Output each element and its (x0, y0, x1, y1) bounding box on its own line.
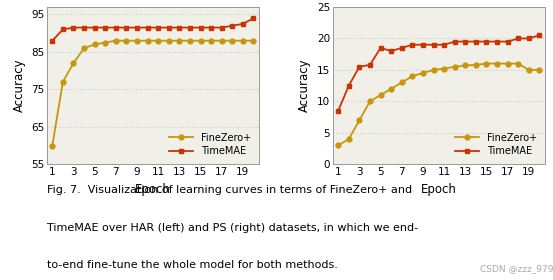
TimeMAE (409, 43, 416, 46)
Legend: FineZero+, TimeMAE: FineZero+, TimeMAE (166, 130, 254, 159)
TimeMAE (377, 46, 384, 50)
FineZero+ (218, 39, 225, 42)
FineZero+ (134, 39, 140, 42)
FineZero+ (536, 68, 542, 72)
FineZero+ (155, 39, 161, 42)
TimeMAE (208, 26, 215, 29)
FineZero+ (102, 41, 108, 44)
TimeMAE (218, 26, 225, 29)
TimeMAE (81, 26, 87, 29)
Line: FineZero+: FineZero+ (336, 61, 542, 148)
FineZero+ (60, 80, 66, 83)
TimeMAE (473, 40, 479, 43)
FineZero+ (494, 62, 500, 65)
TimeMAE (123, 26, 130, 29)
TimeMAE (356, 65, 363, 68)
TimeMAE (494, 40, 500, 43)
TimeMAE (229, 24, 236, 27)
Line: TimeMAE: TimeMAE (50, 16, 256, 43)
TimeMAE (250, 17, 257, 20)
TimeMAE (483, 40, 490, 43)
FineZero+ (356, 118, 363, 122)
X-axis label: Epoch: Epoch (135, 183, 171, 195)
TimeMAE (49, 39, 56, 42)
FineZero+ (377, 93, 384, 97)
TimeMAE (187, 26, 194, 29)
TimeMAE (515, 37, 521, 40)
FineZero+ (187, 39, 194, 42)
FineZero+ (229, 39, 236, 42)
TimeMAE (112, 26, 119, 29)
TimeMAE (239, 22, 246, 25)
FineZero+ (346, 137, 352, 141)
TimeMAE (441, 43, 447, 46)
FineZero+ (112, 39, 119, 42)
FineZero+ (398, 81, 405, 84)
TimeMAE (346, 84, 352, 87)
TimeMAE (420, 43, 426, 46)
FineZero+ (420, 71, 426, 75)
FineZero+ (462, 64, 468, 67)
FineZero+ (525, 68, 532, 72)
TimeMAE (155, 26, 161, 29)
FineZero+ (409, 74, 416, 78)
FineZero+ (483, 62, 490, 65)
FineZero+ (335, 144, 342, 147)
FineZero+ (250, 39, 257, 42)
FineZero+ (49, 144, 56, 147)
FineZero+ (144, 39, 151, 42)
FineZero+ (388, 87, 394, 90)
FineZero+ (430, 68, 437, 72)
TimeMAE (504, 40, 511, 43)
FineZero+ (123, 39, 130, 42)
TimeMAE (60, 28, 66, 31)
X-axis label: Epoch: Epoch (421, 183, 457, 195)
TimeMAE (165, 26, 172, 29)
TimeMAE (525, 37, 532, 40)
TimeMAE (197, 26, 204, 29)
TimeMAE (102, 26, 108, 29)
FineZero+ (70, 62, 77, 65)
FineZero+ (91, 43, 98, 46)
FineZero+ (441, 67, 447, 70)
Y-axis label: Accuracy: Accuracy (12, 59, 25, 113)
TimeMAE (462, 40, 468, 43)
Legend: FineZero+, TimeMAE: FineZero+, TimeMAE (452, 130, 540, 159)
FineZero+ (515, 62, 521, 65)
TimeMAE (91, 26, 98, 29)
Line: FineZero+: FineZero+ (50, 38, 256, 148)
TimeMAE (176, 26, 182, 29)
TimeMAE (451, 40, 458, 43)
Y-axis label: Accuracy: Accuracy (298, 59, 311, 113)
FineZero+ (197, 39, 204, 42)
TimeMAE (388, 49, 394, 53)
FineZero+ (367, 100, 373, 103)
TimeMAE (134, 26, 140, 29)
TimeMAE (144, 26, 151, 29)
TimeMAE (430, 43, 437, 46)
FineZero+ (81, 46, 87, 50)
FineZero+ (208, 39, 215, 42)
Text: CSDN @zzz_979: CSDN @zzz_979 (480, 265, 553, 274)
Line: TimeMAE: TimeMAE (336, 33, 542, 113)
TimeMAE (70, 26, 77, 29)
FineZero+ (239, 39, 246, 42)
FineZero+ (473, 63, 479, 67)
TimeMAE (335, 109, 342, 113)
TimeMAE (367, 63, 373, 67)
FineZero+ (165, 39, 172, 42)
Text: to-end fine-tune the whole model for both methods.: to-end fine-tune the whole model for bot… (47, 260, 338, 270)
Text: TimeMAE over HAR (left) and PS (right) datasets, in which we end-: TimeMAE over HAR (left) and PS (right) d… (47, 223, 418, 233)
TimeMAE (398, 46, 405, 50)
FineZero+ (504, 62, 511, 65)
FineZero+ (451, 65, 458, 68)
TimeMAE (536, 34, 542, 37)
Text: Fig. 7.  Visualization of learning curves in terms of FineZero+ and: Fig. 7. Visualization of learning curves… (47, 185, 412, 195)
FineZero+ (176, 39, 182, 42)
